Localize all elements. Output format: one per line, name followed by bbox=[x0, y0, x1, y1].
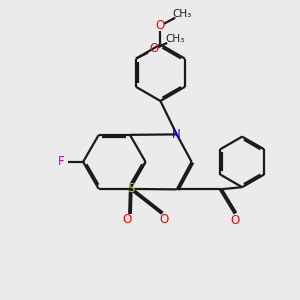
Text: O: O bbox=[230, 214, 239, 227]
Text: N: N bbox=[172, 128, 181, 141]
Text: CH₃: CH₃ bbox=[166, 34, 185, 44]
Text: CH₃: CH₃ bbox=[172, 9, 192, 19]
Text: S: S bbox=[128, 182, 135, 195]
Text: F: F bbox=[58, 155, 65, 168]
Text: O: O bbox=[122, 213, 132, 226]
Text: O: O bbox=[156, 19, 165, 32]
Text: O: O bbox=[159, 213, 169, 226]
Text: O: O bbox=[149, 42, 158, 55]
